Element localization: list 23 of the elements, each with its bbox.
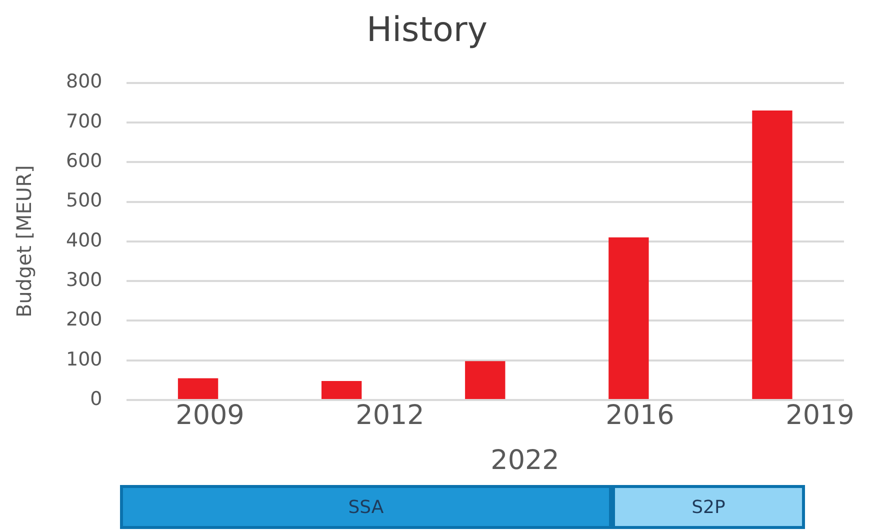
text: 2012 <box>356 400 424 431</box>
text: 2019 <box>786 400 854 431</box>
y-tick-label: 200 <box>66 308 102 331</box>
y-tick-label: 100 <box>66 348 102 370</box>
bar <box>178 378 218 399</box>
y-tick-label: 700 <box>66 110 102 132</box>
chart-title: History <box>366 10 488 50</box>
bar <box>752 110 792 399</box>
y-tick-label: 400 <box>66 229 102 252</box>
y-tick-label: 300 <box>66 268 102 291</box>
y-tick-label: 0 <box>90 388 102 410</box>
y-tick-label: 800 <box>66 70 102 93</box>
y-axis-title: Budget [MEUR] <box>12 165 36 318</box>
bar <box>465 361 506 399</box>
text: 2009 <box>176 400 244 431</box>
bar <box>608 237 649 399</box>
bar <box>321 380 362 399</box>
y-tick-label: 600 <box>66 150 102 172</box>
y-tick-label: 500 <box>66 190 102 212</box>
text: 2022 <box>490 445 560 476</box>
text: S2P <box>612 485 805 529</box>
text: 2016 <box>606 400 674 431</box>
text: SSA <box>120 485 612 529</box>
